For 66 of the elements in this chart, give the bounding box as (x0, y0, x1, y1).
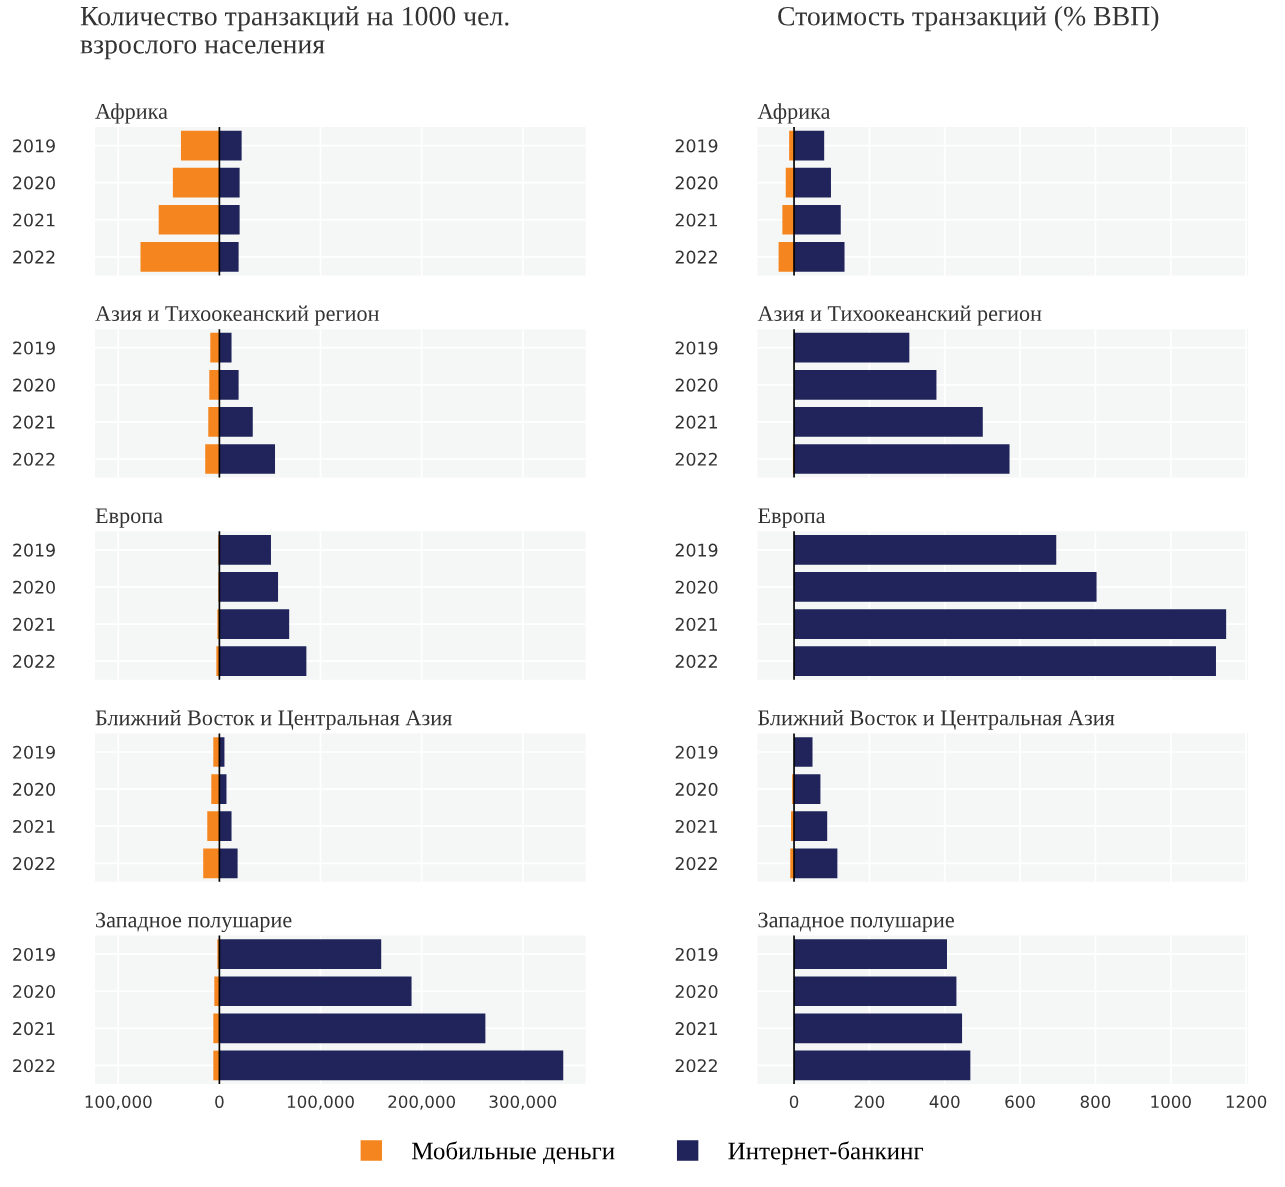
chart-title: Западное полушарие (96, 912, 292, 933)
chart-title: Ближний Восток и Центральная Азия (95, 709, 452, 730)
y-tick-label: 2021 (675, 213, 718, 227)
y-tick-label: 2019 (13, 341, 55, 355)
chart-title: Африка (757, 103, 831, 124)
y-tick-label: 2020 (13, 580, 55, 594)
y-tick-label: 2019 (675, 543, 718, 557)
x-tick-label: 300,000 (489, 1095, 557, 1110)
x-tick-label: 600 (1005, 1095, 1035, 1109)
chart-title: Азия и Тихоокеанский регион (757, 305, 1042, 326)
x-tick-label: 1200 (1226, 1095, 1267, 1109)
legend-label: Мобильные деньги (412, 1141, 615, 1165)
y-tick-label: 2022 (675, 1059, 717, 1073)
chart-title: Африка (95, 103, 168, 124)
y-tick-label: 2019 (675, 341, 718, 355)
y-tick-label: 2019 (675, 139, 718, 153)
y-tick-label: 2022 (675, 857, 717, 871)
y-tick-label: 2022 (13, 857, 55, 871)
chart-title: Азия и Тихоокеанский регион (95, 305, 379, 326)
y-tick-label: 2022 (13, 1059, 55, 1073)
y-tick-label: 2022 (675, 452, 717, 466)
y-tick-label: 2021 (13, 617, 55, 631)
y-tick-label: 2020 (675, 176, 718, 190)
x-tick-label: 0 (789, 1095, 799, 1109)
x-tick-label: 1000 (1151, 1095, 1191, 1109)
y-tick-label: 2022 (13, 654, 55, 668)
y-tick-label: 2020 (675, 378, 718, 392)
y-tick-label: 2020 (13, 378, 55, 392)
y-tick-label: 2021 (13, 213, 55, 227)
y-tick-label: 2019 (13, 139, 55, 153)
y-tick-label: 2019 (13, 543, 55, 557)
legend-label: Интернет-банкинг (728, 1141, 924, 1165)
y-tick-label: 2022 (675, 250, 717, 264)
y-tick-label: 2019 (675, 745, 718, 759)
y-tick-label: 2019 (13, 947, 55, 962)
y-tick-label: 2020 (13, 984, 55, 999)
chart-title: Европа (758, 508, 826, 528)
x-tick-label: 100,000 (85, 1095, 152, 1110)
y-tick-label: 2021 (13, 415, 55, 429)
y-tick-label: 2022 (675, 654, 717, 668)
y-tick-label: 2019 (675, 947, 718, 962)
x-tick-label: 200,000 (388, 1095, 456, 1110)
y-tick-label: 2022 (13, 250, 55, 264)
y-tick-label: 2021 (675, 819, 718, 834)
y-tick-label: 2021 (13, 1022, 55, 1036)
x-tick-label: 100,000 (287, 1095, 354, 1110)
y-tick-label: 2020 (13, 782, 55, 796)
x-tick-label: 800 (1080, 1095, 1111, 1109)
x-tick-label: 0 (215, 1095, 224, 1109)
x-tick-label: 400 (929, 1095, 960, 1109)
y-tick-label: 2021 (13, 819, 55, 834)
y-tick-label: 2021 (675, 617, 718, 631)
y-tick-label: 2020 (675, 580, 718, 594)
chart-title: Западное полушарие (758, 912, 954, 933)
y-tick-label: 2019 (13, 745, 55, 759)
y-tick-label: 2022 (13, 452, 55, 466)
y-tick-label: 2021 (675, 415, 718, 429)
y-tick-label: 2020 (13, 176, 55, 190)
text: Стоимость транзакций (% ВВП) (778, 6, 1159, 32)
chart-title: Европа (95, 508, 163, 528)
y-tick-label: 2020 (675, 984, 718, 999)
text: Количество транзакций на 1000 чел. взрослого населения (80, 6, 509, 60)
chart-title: Ближний Восток и Центральная Азия (758, 709, 1115, 730)
y-tick-label: 2020 (675, 782, 718, 796)
x-tick-label: 200 (854, 1095, 885, 1109)
y-tick-label: 2021 (675, 1022, 718, 1036)
